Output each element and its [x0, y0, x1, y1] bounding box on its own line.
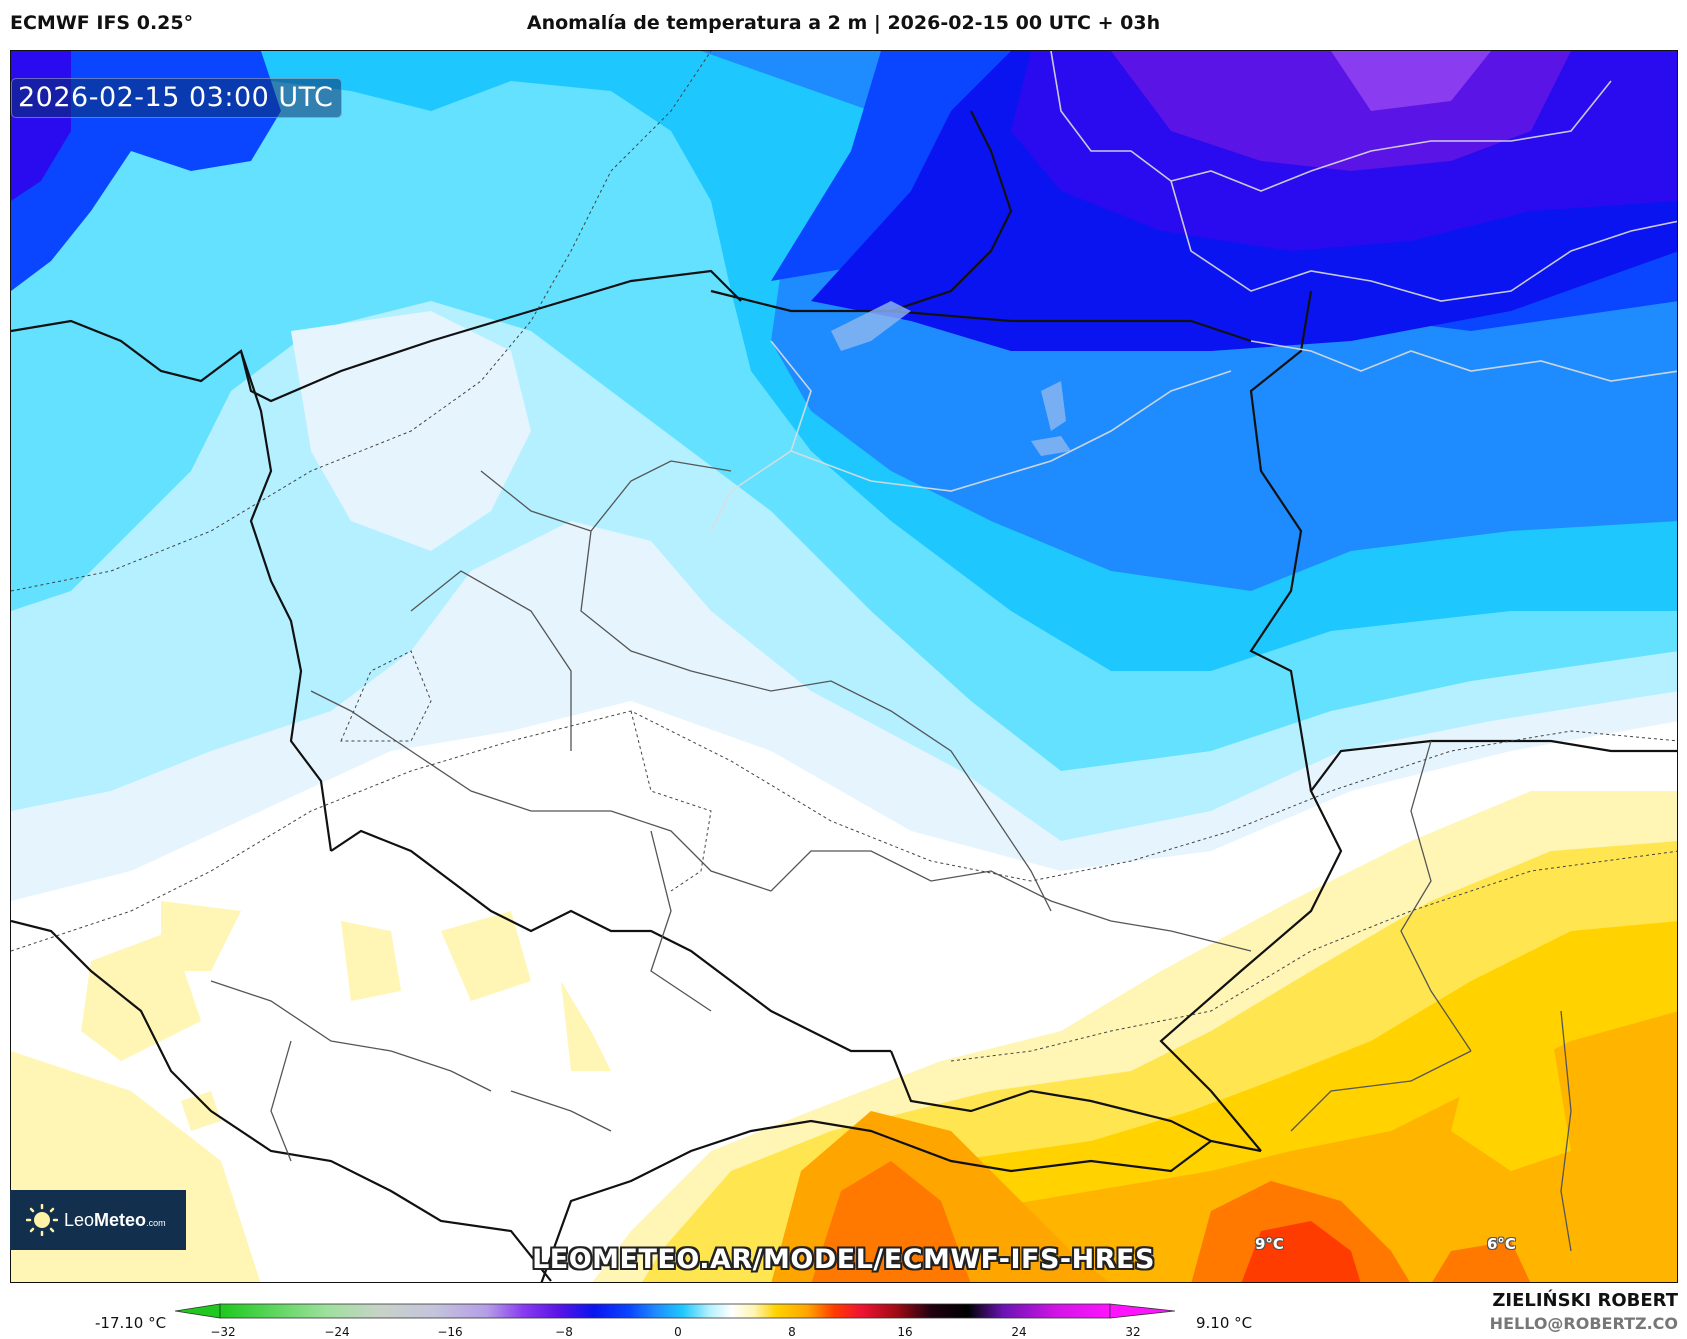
chart-title: Anomalía de temperatura a 2 m | 2026-02-…: [526, 12, 1161, 34]
colorbar-tick: −32: [210, 1325, 236, 1339]
author-email[interactable]: HELLO@ROBERTZ.CO: [1489, 1314, 1678, 1333]
colorbar-tick: −24: [324, 1325, 350, 1339]
colorbar: [175, 1303, 1175, 1319]
colorbar-tick: 16: [897, 1325, 913, 1339]
leometeo-logo[interactable]: LeoMeteo.com: [10, 1190, 186, 1250]
source-url-watermark: LEOMETEO.AR/MODEL/ECMWF-IFS-HRES: [532, 1244, 1155, 1275]
author-name: ZIELIŃSKI ROBERT: [1492, 1290, 1678, 1311]
colorbar-tick: 0: [674, 1325, 682, 1339]
colorbar-tick: −16: [437, 1325, 463, 1339]
colorbar-max-label: 9.10 °C: [1196, 1314, 1253, 1332]
colorbar-tick: 8: [788, 1325, 796, 1339]
colorbar-tick: −8: [555, 1325, 573, 1339]
colorbar-min-label: -17.10 °C: [95, 1314, 167, 1332]
colorbar-tick: 32: [1125, 1325, 1141, 1339]
colorbar-tick: 24: [1011, 1325, 1027, 1339]
logo-wordmark: LeoMeteo.com: [64, 1209, 166, 1230]
sun-icon: [26, 1204, 58, 1236]
isotherm-label-6: 6°C: [1487, 1235, 1516, 1253]
model-title: ECMWF IFS 0.25°: [10, 12, 194, 34]
map-contours: [11, 51, 1677, 1282]
isotherm-label-9: 9°C: [1255, 1235, 1284, 1253]
temperature-anomaly-map[interactable]: 2026-02-15 03:00 UTC: [10, 50, 1678, 1283]
valid-time-badge: 2026-02-15 03:00 UTC: [11, 78, 343, 118]
